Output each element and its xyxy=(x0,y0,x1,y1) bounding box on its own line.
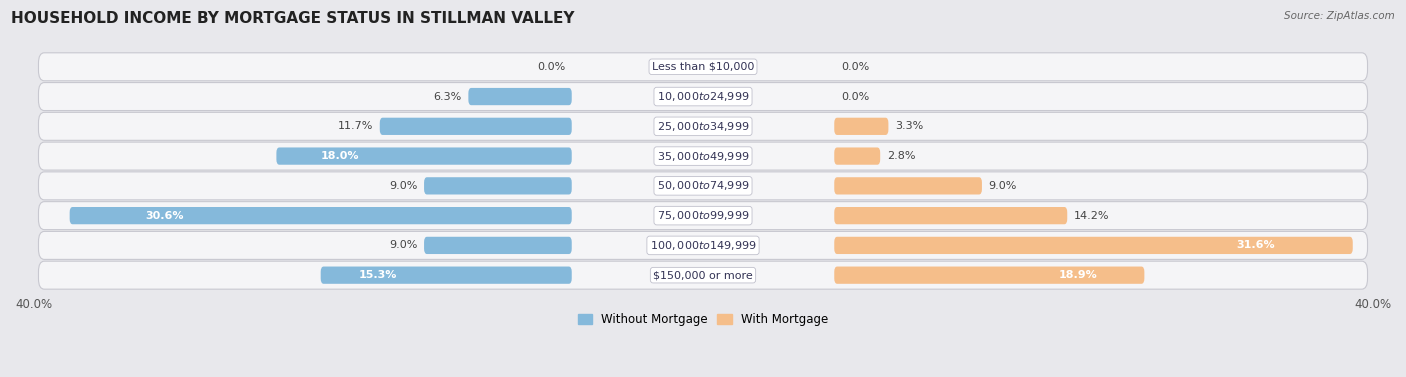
Text: 0.0%: 0.0% xyxy=(537,62,565,72)
FancyBboxPatch shape xyxy=(38,202,1368,230)
Text: 0.0%: 0.0% xyxy=(841,62,869,72)
Text: $100,000 to $149,999: $100,000 to $149,999 xyxy=(650,239,756,252)
FancyBboxPatch shape xyxy=(70,207,572,224)
Text: 18.9%: 18.9% xyxy=(1059,270,1098,280)
FancyBboxPatch shape xyxy=(834,207,1067,224)
FancyBboxPatch shape xyxy=(38,142,1368,170)
Text: 9.0%: 9.0% xyxy=(988,181,1017,191)
Text: $150,000 or more: $150,000 or more xyxy=(654,270,752,280)
Text: 11.7%: 11.7% xyxy=(337,121,373,131)
Text: 15.3%: 15.3% xyxy=(359,270,396,280)
Text: 14.2%: 14.2% xyxy=(1074,211,1109,221)
FancyBboxPatch shape xyxy=(834,237,1353,254)
Text: Less than $10,000: Less than $10,000 xyxy=(652,62,754,72)
Text: 3.3%: 3.3% xyxy=(896,121,924,131)
FancyBboxPatch shape xyxy=(38,172,1368,200)
FancyBboxPatch shape xyxy=(38,53,1368,81)
FancyBboxPatch shape xyxy=(38,231,1368,259)
Text: $10,000 to $24,999: $10,000 to $24,999 xyxy=(657,90,749,103)
FancyBboxPatch shape xyxy=(38,261,1368,289)
FancyBboxPatch shape xyxy=(38,83,1368,110)
FancyBboxPatch shape xyxy=(321,267,572,284)
FancyBboxPatch shape xyxy=(834,267,1144,284)
FancyBboxPatch shape xyxy=(834,177,981,195)
Text: 6.3%: 6.3% xyxy=(433,92,461,101)
Legend: Without Mortgage, With Mortgage: Without Mortgage, With Mortgage xyxy=(574,309,832,331)
Text: $75,000 to $99,999: $75,000 to $99,999 xyxy=(657,209,749,222)
Text: 31.6%: 31.6% xyxy=(1236,241,1275,250)
FancyBboxPatch shape xyxy=(277,147,572,165)
Text: 0.0%: 0.0% xyxy=(841,92,869,101)
FancyBboxPatch shape xyxy=(380,118,572,135)
Text: HOUSEHOLD INCOME BY MORTGAGE STATUS IN STILLMAN VALLEY: HOUSEHOLD INCOME BY MORTGAGE STATUS IN S… xyxy=(11,11,575,26)
FancyBboxPatch shape xyxy=(834,147,880,165)
Text: 9.0%: 9.0% xyxy=(389,181,418,191)
Text: Source: ZipAtlas.com: Source: ZipAtlas.com xyxy=(1284,11,1395,21)
Text: 18.0%: 18.0% xyxy=(321,151,359,161)
Text: 2.8%: 2.8% xyxy=(887,151,915,161)
Text: $35,000 to $49,999: $35,000 to $49,999 xyxy=(657,150,749,162)
Text: $50,000 to $74,999: $50,000 to $74,999 xyxy=(657,179,749,192)
Text: 30.6%: 30.6% xyxy=(145,211,183,221)
Text: 9.0%: 9.0% xyxy=(389,241,418,250)
FancyBboxPatch shape xyxy=(468,88,572,105)
FancyBboxPatch shape xyxy=(834,118,889,135)
Text: $25,000 to $34,999: $25,000 to $34,999 xyxy=(657,120,749,133)
FancyBboxPatch shape xyxy=(425,237,572,254)
FancyBboxPatch shape xyxy=(425,177,572,195)
FancyBboxPatch shape xyxy=(38,112,1368,140)
